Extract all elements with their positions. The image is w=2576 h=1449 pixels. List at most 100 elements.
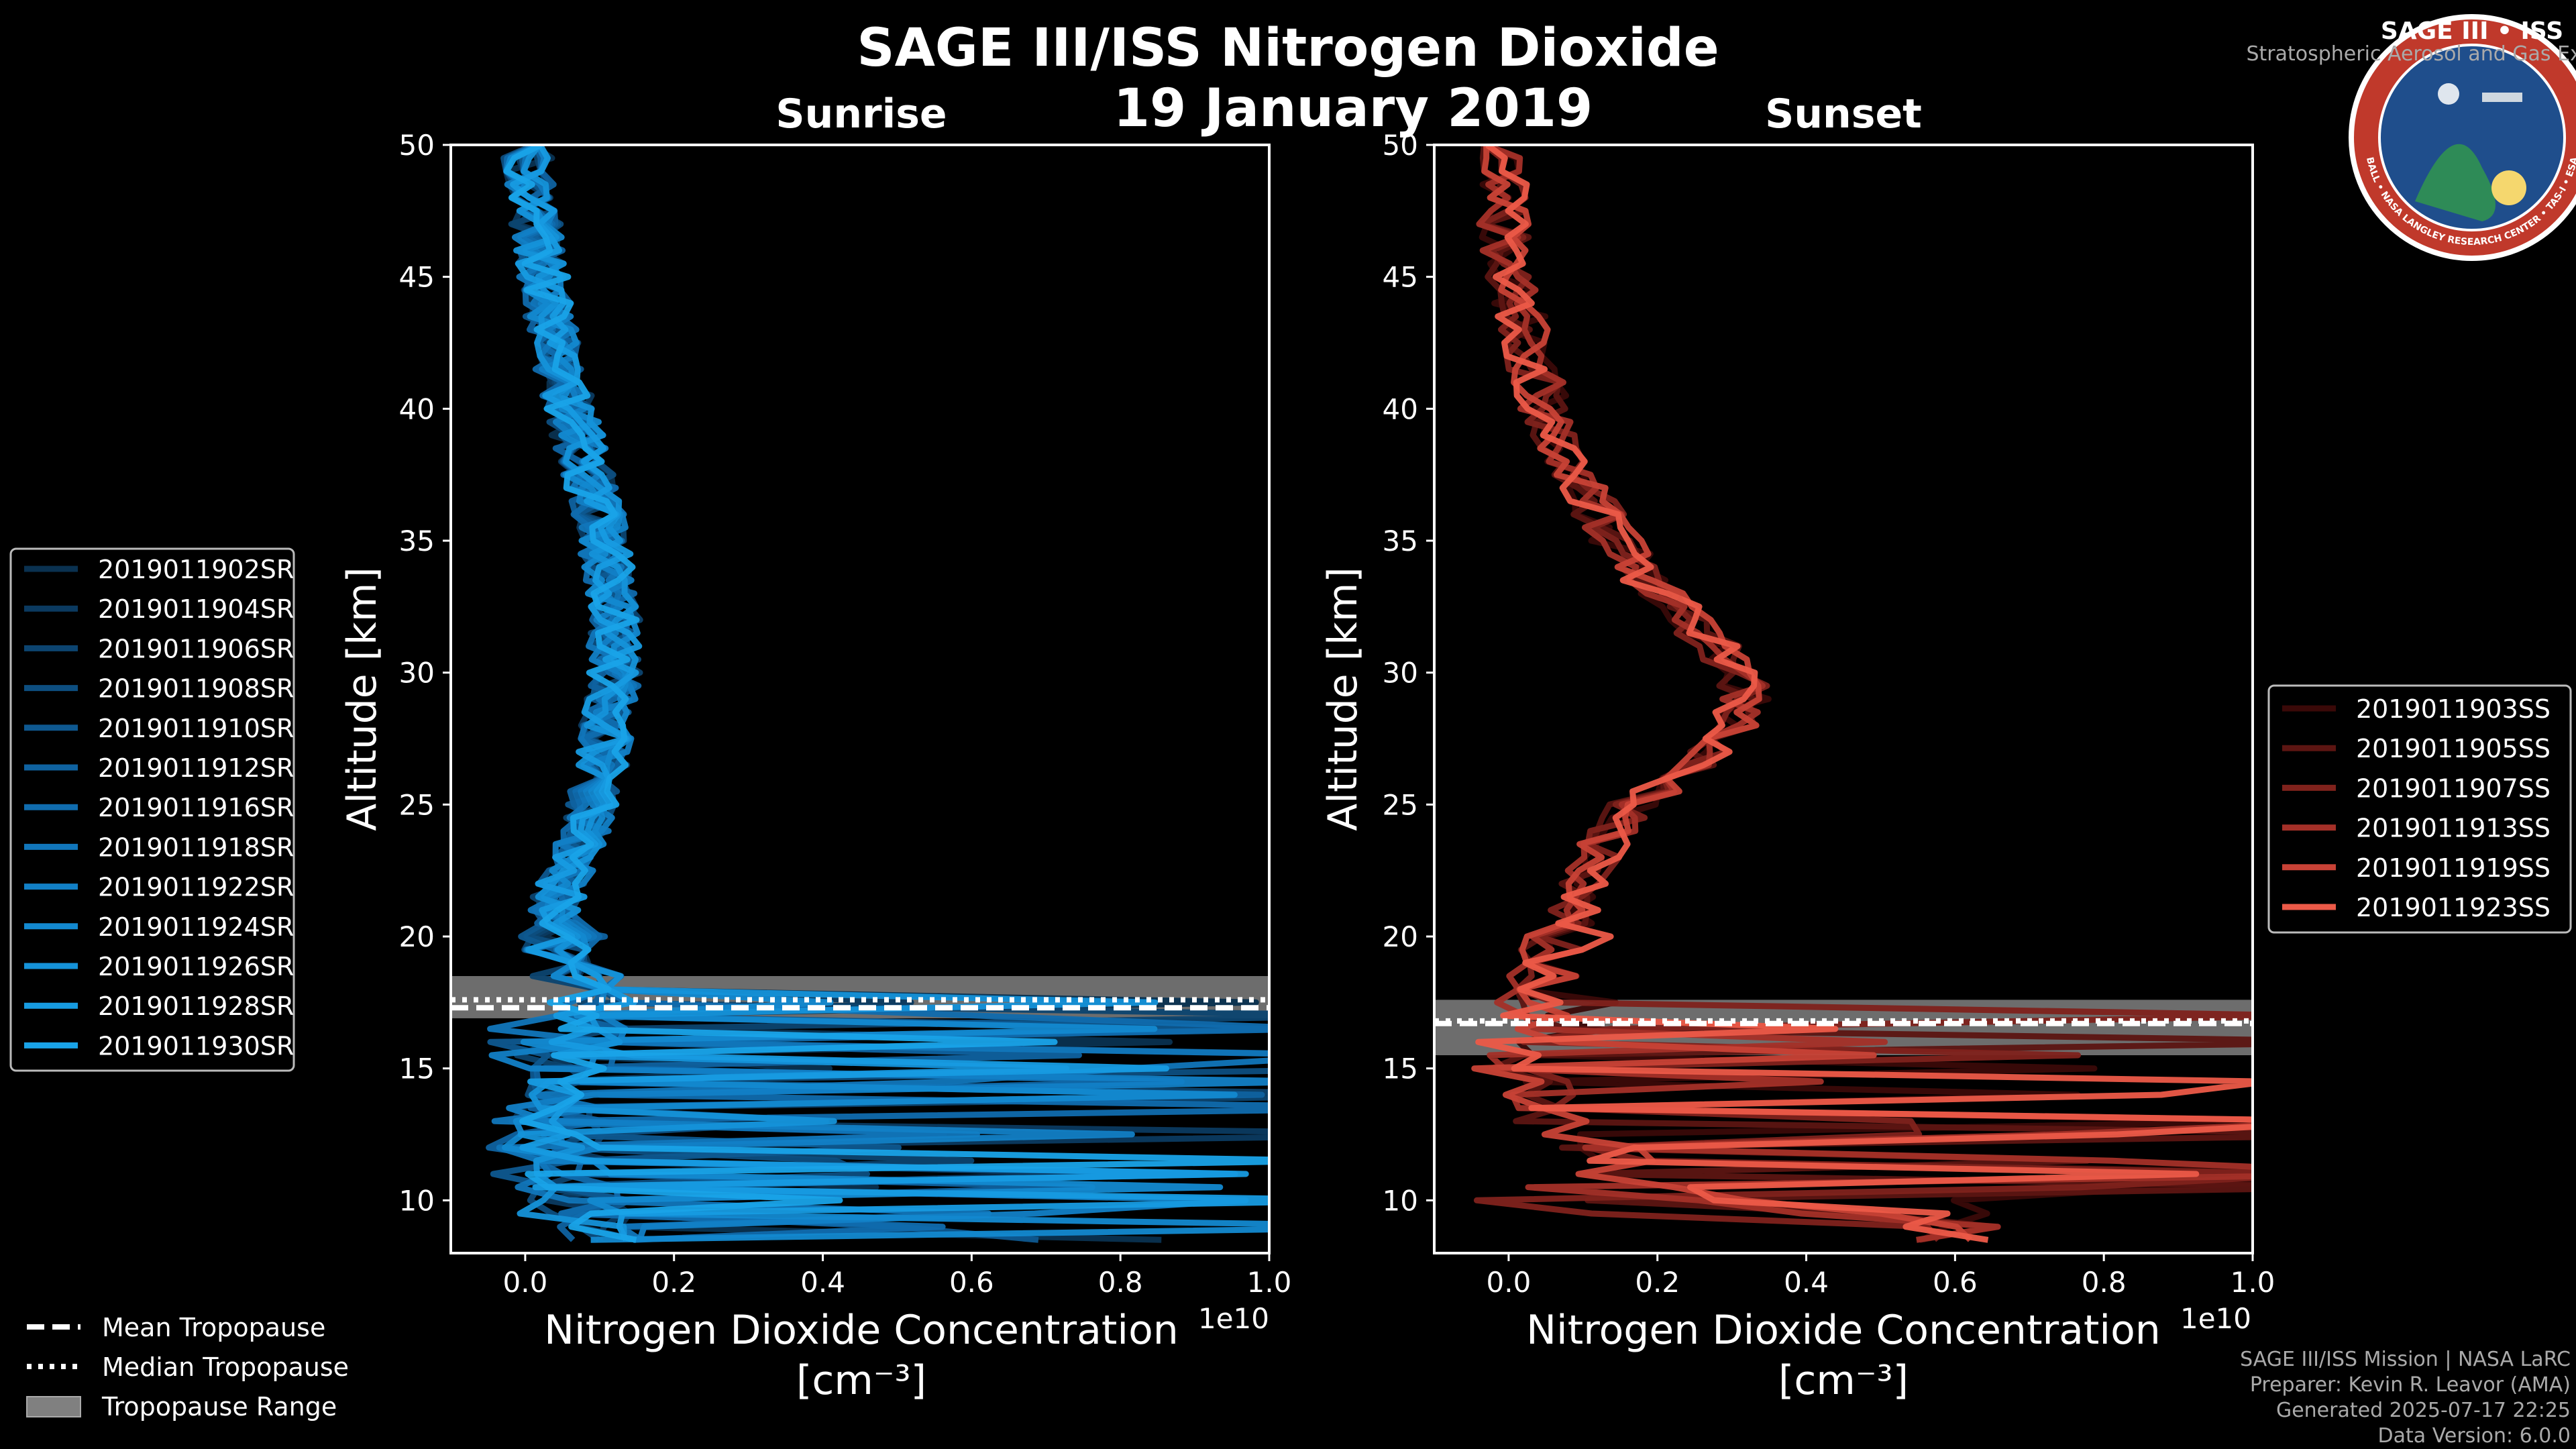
sunset-series-2019011919SS: [1471, 145, 1973, 1242]
sunrise-x-tick-label: 0.0: [503, 1266, 548, 1299]
sunset-legend-label: 2019011919SS: [2356, 853, 2551, 883]
sunset-x-tick-label: 0.8: [2082, 1266, 2127, 1299]
sunset-ticks: 0.0 0.2 0.4 0.6 0.8 1.0 10 15 20 25 30 35 40 45 50: [1383, 129, 2275, 1299]
sunset-y-tick-label: 30: [1383, 657, 1418, 690]
sunrise-y-axis-label: Altitude [km]: [339, 567, 386, 831]
sunset-y-tick-label: 15: [1383, 1053, 1418, 1085]
sunset-panel: Sunset 0.0 0.2 0.4 0.6 0.8 1.0 10 15 20 25 30 35 40 4…: [1320, 91, 2275, 1404]
figure-date: 19 January 2019: [1114, 78, 1593, 139]
sunset-x-tick-label: 0.2: [1635, 1266, 1680, 1299]
sunset-legend-label: 2019011923SS: [2356, 893, 2551, 922]
sunrise-y-tick-label: 45: [399, 261, 435, 294]
median-tropopause-label: Median Tropopause: [102, 1352, 349, 1382]
credit-preparer: Preparer: Kevin R. Leavor (AMA): [2250, 1373, 2571, 1397]
sunrise-legend-entries: 2019011902SR 2019011904SR 2019011906SR 2019…: [24, 555, 294, 1061]
sunrise-legend-label: 2019011918SR: [98, 833, 294, 862]
figure-title: SAGE III/ISS Nitrogen Dioxide: [857, 18, 1719, 78]
sunset-x-axis-label: Nitrogen Dioxide Concentration: [1526, 1307, 2161, 1354]
sunrise-legend-label: 2019011916SR: [98, 793, 294, 822]
sunset-legend-label: 2019011905SS: [2356, 734, 2551, 763]
sunset-y-tick-label: 35: [1383, 525, 1418, 557]
sunrise-legend-box: [9, 547, 295, 1072]
sunset-y-tick-label: 50: [1383, 129, 1418, 162]
sunset-panel-title: Sunset: [1765, 91, 1922, 138]
sunrise-panel-title: Sunrise: [775, 91, 947, 138]
sunrise-legend-label: 2019011906SR: [98, 634, 294, 663]
sunset-series-2019011923SS: [1475, 145, 2253, 1243]
sunset-x-axis-units: [cm⁻³]: [1778, 1357, 1909, 1404]
credit-mission: SAGE III/ISS Mission | NASA LaRC: [2240, 1348, 2571, 1371]
sunset-x-offset-label: 1e10: [2180, 1302, 2251, 1335]
sunset-legend-label: 2019011907SS: [2356, 773, 2551, 803]
sunset-y-tick-label: 10: [1383, 1184, 1418, 1217]
sunset-y-axis-label: Altitude [km]: [1320, 567, 1366, 831]
sunrise-y-tick-label: 15: [399, 1053, 435, 1085]
sunrise-legend-label: 2019011910SR: [98, 714, 294, 743]
sunrise-x-tick-label: 0.6: [949, 1266, 994, 1299]
credit-data-version: Data Version: 6.0.0: [2378, 1424, 2571, 1448]
sunset-plot-area: [1434, 145, 2253, 1243]
sunrise-series-2019011930SR: [503, 145, 1269, 1243]
badge-moon: [2438, 83, 2459, 105]
sunrise-panel: Sunrise 0.0 0.2 0.4 0.6 0.8 1.0 10 15 20 25 30 35 40…: [339, 91, 1292, 1404]
badge-subtitle: Stratospheric Aerosol and Gas Experiment…: [2246, 42, 2576, 66]
sunrise-y-tick-label: 25: [399, 788, 435, 821]
sunset-series-2019011913SS: [1476, 145, 2253, 1243]
sunset-x-tick-label: 0.4: [1784, 1266, 1829, 1299]
sunset-y-tick-label: 25: [1383, 788, 1418, 821]
sunrise-series-2019011922SR: [488, 145, 1269, 1241]
sunset-x-tick-label: 1.0: [2231, 1266, 2275, 1299]
sunrise-legend-label: 2019011930SR: [98, 1031, 294, 1061]
badge-sun: [2491, 170, 2526, 205]
sunrise-legend: 2019011902SR 2019011904SR 2019011906SR 2019…: [9, 547, 295, 1072]
sunrise-legend-label: 2019011908SR: [98, 674, 294, 704]
sunrise-y-tick-label: 10: [399, 1184, 435, 1217]
sunset-y-tick-label: 20: [1383, 920, 1418, 953]
sunrise-x-tick-label: 0.4: [800, 1266, 845, 1299]
sunrise-legend-label: 2019011904SR: [98, 594, 294, 624]
sunrise-series-2019011928SR: [510, 145, 1269, 1242]
sunrise-x-tick-label: 0.8: [1098, 1266, 1143, 1299]
sunrise-x-offset-label: 1e10: [1198, 1302, 1269, 1335]
tropopause-legend: Mean Tropopause Median Tropopause Tropop…: [26, 1313, 349, 1421]
sunset-x-tick-label: 0.0: [1487, 1266, 1532, 1299]
sunrise-legend-label: 2019011912SR: [98, 753, 294, 783]
sunrise-y-tick-label: 50: [399, 129, 435, 162]
sunrise-legend-label: 2019011922SR: [98, 873, 294, 902]
sunrise-y-tick-label: 35: [399, 525, 435, 557]
sunrise-x-tick-label: 1.0: [1247, 1266, 1292, 1299]
sunset-y-tick-label: 45: [1383, 261, 1418, 294]
sunset-legend-label: 2019011913SS: [2356, 814, 2551, 843]
sunset-axes-frame: [1433, 144, 2254, 1254]
sunset-legend-label: 2019011903SS: [2356, 694, 2551, 724]
sunset-legend-box: [2267, 684, 2572, 934]
sage-mission-badge: SAGE III • ISS Stratospheric Aerosol and…: [2246, 14, 2576, 261]
sunrise-plot-area: [451, 145, 1269, 1243]
sunrise-legend-label: 2019011924SR: [98, 912, 294, 942]
sunrise-legend-label: 2019011902SR: [98, 555, 294, 584]
sunset-x-tick-label: 0.6: [1933, 1266, 1978, 1299]
sunrise-axes-frame: [449, 144, 1271, 1254]
sunrise-legend-label: 2019011926SR: [98, 952, 294, 981]
sunset-legend: 2019011903SS 2019011905SS 2019011907SS 2019…: [2267, 684, 2572, 934]
sunrise-y-tick-label: 30: [399, 657, 435, 690]
sunrise-legend-label: 2019011928SR: [98, 991, 294, 1021]
sunrise-y-tick-label: 20: [399, 920, 435, 953]
badge-earth-shape: [2415, 144, 2496, 221]
credits: SAGE III/ISS Mission | NASA LaRC Prepare…: [2240, 1348, 2571, 1448]
sunset-y-tick-label: 40: [1383, 392, 1418, 425]
sunrise-x-axis-units: [cm⁻³]: [796, 1357, 926, 1404]
sunrise-x-axis-label: Nitrogen Dioxide Concentration: [544, 1307, 1179, 1354]
tropopause-range-swatch: [26, 1396, 81, 1417]
credit-generated: Generated 2025-07-17 22:25: [2276, 1399, 2571, 1422]
badge-station: [2482, 93, 2522, 102]
tropopause-range-label: Tropopause Range: [101, 1392, 337, 1421]
mean-tropopause-label: Mean Tropopause: [102, 1313, 325, 1342]
badge-title: SAGE III • ISS: [2381, 17, 2563, 45]
sunrise-y-tick-label: 40: [399, 392, 435, 425]
sunrise-ticks: 0.0 0.2 0.4 0.6 0.8 1.0 10 15 20 25 30 35 40 45 50: [399, 129, 1292, 1299]
sunrise-x-tick-label: 0.2: [651, 1266, 696, 1299]
sunset-legend-entries: 2019011903SS 2019011905SS 2019011907SS 2019…: [2282, 694, 2551, 922]
